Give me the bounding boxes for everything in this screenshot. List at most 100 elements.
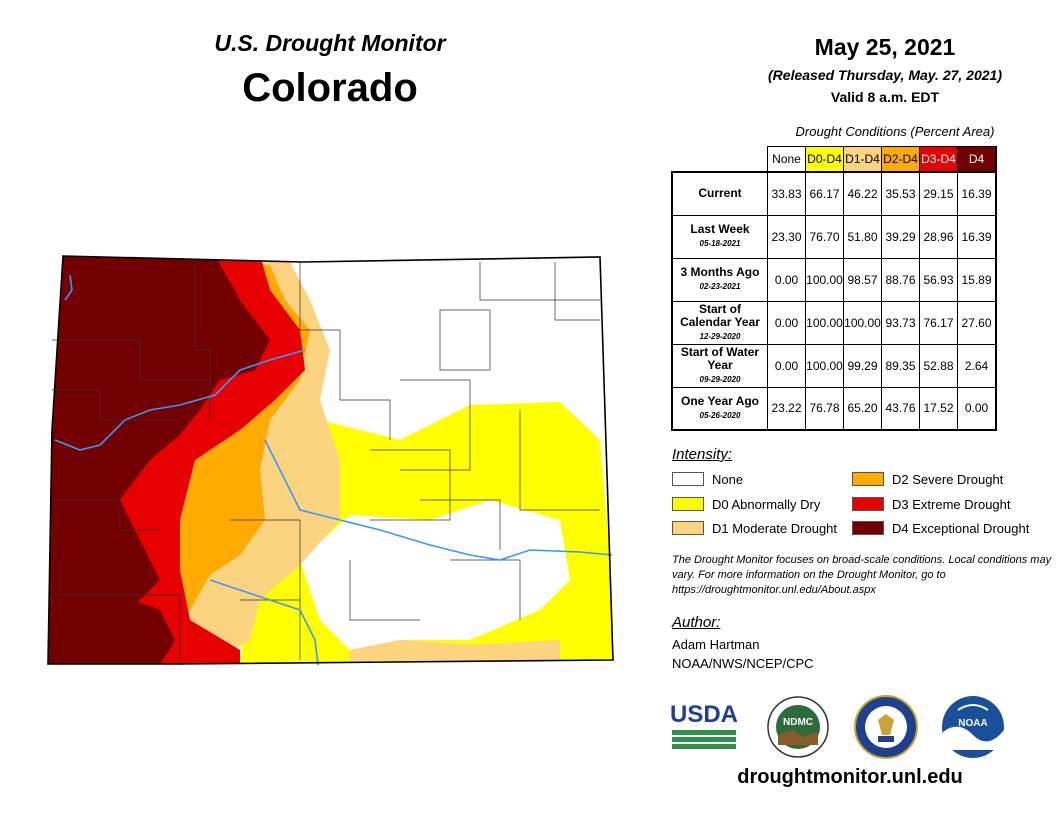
table-header-row: None D0-D4 D1-D4 D2-D4 D3-D4 D4 [672, 146, 997, 173]
svg-text:USDA: USDA [670, 701, 738, 728]
agency-logos: USDA NDMC NOAA [670, 695, 1004, 759]
region-d4-south [60, 595, 175, 664]
legend-title: Intensity: [672, 446, 733, 463]
row-date: 12-29-2020 [699, 331, 741, 341]
table-cell: 33.83 [767, 171, 806, 216]
row-label: Start of Water Year 09-29-2020 [671, 343, 768, 388]
table-cell: 15.89 [957, 257, 997, 302]
table-cell: 100.00 [805, 343, 844, 388]
legend-swatch [852, 472, 884, 486]
table-cell: 51.80 [843, 214, 882, 259]
table-cell: 16.39 [957, 214, 997, 259]
legend-item: None [672, 471, 743, 487]
table-row: One Year Ago 05-26-2020 23.22 76.78 65.20 43.… [671, 386, 997, 431]
website-url[interactable]: droughtmonitor.unl.edu [737, 766, 963, 788]
column-header: D2-D4 [881, 146, 920, 173]
table-cell: 28.96 [919, 214, 958, 259]
table-caption: Drought Conditions (Percent Area) [795, 124, 995, 139]
map-date: May 25, 2021 [814, 34, 956, 60]
row-date: 02-23-2021 [699, 282, 741, 291]
legend-swatch [672, 472, 704, 486]
disclaimer-note: The Drought Monitor focuses on broad-sca… [672, 554, 1052, 596]
table-cell: 100.00 [843, 300, 882, 345]
row-label-text: One Year Ago [680, 393, 760, 408]
legend-label: D3 Extreme Drought [892, 496, 1011, 512]
table-cell: 23.30 [767, 214, 806, 259]
state-border [47, 255, 614, 665]
table-cell: 39.29 [881, 214, 920, 259]
row-label-text: Start of Water Year [680, 344, 760, 372]
row-label: Last Week 05-18-2021 [671, 214, 768, 259]
table-cell: 100.00 [805, 257, 844, 302]
legend-label: D4 Exceptional Drought [892, 520, 1030, 536]
legend-swatch [672, 521, 704, 535]
column-header: D4 [957, 146, 997, 173]
legend-swatch [852, 497, 884, 511]
state-title: Colorado [242, 66, 418, 110]
table-cell: 0.00 [767, 257, 806, 302]
table-cell: 89.35 [881, 343, 920, 388]
rivers [54, 274, 613, 666]
legend-label: D1 Moderate Drought [712, 520, 838, 536]
table-cell: 76.70 [805, 214, 844, 259]
colorado-drought-map [47, 255, 614, 666]
row-date: 05-26-2020 [699, 410, 741, 420]
table-cell: 88.76 [881, 257, 920, 302]
table-row: Start of Calendar Year 12-29-2020 0.00 100.… [671, 300, 997, 345]
row-label: Start of Calendar Year 12-29-2020 [671, 300, 768, 345]
author-name: Adam Hartman [672, 637, 760, 652]
row-label: Current [671, 171, 768, 216]
table-cell: 56.93 [919, 257, 958, 302]
legend-item: D4 Exceptional Drought [852, 520, 1029, 536]
svg-text:NDMC: NDMC [783, 717, 813, 728]
table-cell: 0.00 [767, 300, 806, 345]
usda-logo: USDA [670, 701, 738, 749]
table-cell: 99.29 [843, 343, 882, 388]
doc-seal-logo [854, 695, 918, 759]
table-cell: 100.00 [805, 300, 844, 345]
table-cell: 46.22 [843, 171, 882, 216]
table-cell: 98.57 [843, 257, 882, 302]
legend-swatch [672, 497, 704, 511]
header-blank [672, 146, 768, 173]
table-cell: 29.15 [919, 171, 958, 216]
table-row: Current 33.83 66.17 46.22 35.53 29.15 16.39 [671, 171, 997, 216]
legend-item: D2 Severe Drought [852, 471, 1003, 487]
table-cell: 23.22 [767, 386, 806, 431]
region-d4 [48, 256, 270, 664]
legend-label: D0 Abnormally Dry [712, 496, 821, 512]
legend-item: D1 Moderate Drought [672, 520, 837, 536]
valid-time: Valid 8 a.m. EDT [830, 89, 940, 105]
row-label-text: Start of Calendar Year [680, 301, 760, 329]
column-header: D0-D4 [805, 146, 844, 173]
svg-text:NOAA: NOAA [958, 718, 987, 729]
table-row: 3 Months Ago 02-23-2021 0.00 100.00 98.57 88.… [671, 257, 997, 302]
column-header: D1-D4 [843, 146, 882, 173]
table-row: Last Week 05-18-2021 23.30 76.70 51.80 39.29 2… [671, 214, 997, 259]
table-cell: 2.64 [957, 343, 997, 388]
ndmc-logo: NDMC [767, 696, 829, 758]
county-lines [52, 262, 600, 665]
table-cell: 65.20 [843, 386, 882, 431]
row-label: One Year Ago 05-26-2020 [671, 386, 768, 431]
table-cell: 27.60 [957, 300, 997, 345]
table-cell: 66.17 [805, 171, 844, 216]
noaa-logo: NOAA [942, 696, 1004, 758]
table-cell: 93.73 [881, 300, 920, 345]
column-header: None [767, 146, 806, 173]
table-cell: 0.00 [957, 386, 997, 431]
column-header: D3-D4 [919, 146, 958, 173]
legend-label: None [712, 471, 744, 487]
legend-label: D2 Severe Drought [892, 471, 1004, 487]
legend-item: D0 Abnormally Dry [672, 496, 820, 512]
region-d1-south [350, 640, 560, 664]
row-label-text: Last Week [690, 222, 750, 236]
table-cell: 16.39 [957, 171, 997, 216]
legend-swatch [852, 521, 884, 535]
table-cell: 35.53 [881, 171, 920, 216]
monitor-title: U.S. Drought Monitor [214, 30, 446, 56]
row-label: 3 Months Ago 02-23-2021 [671, 257, 768, 302]
row-date: 05-18-2021 [699, 239, 741, 248]
region-none-south [300, 500, 570, 650]
row-date: 09-29-2020 [699, 374, 741, 384]
